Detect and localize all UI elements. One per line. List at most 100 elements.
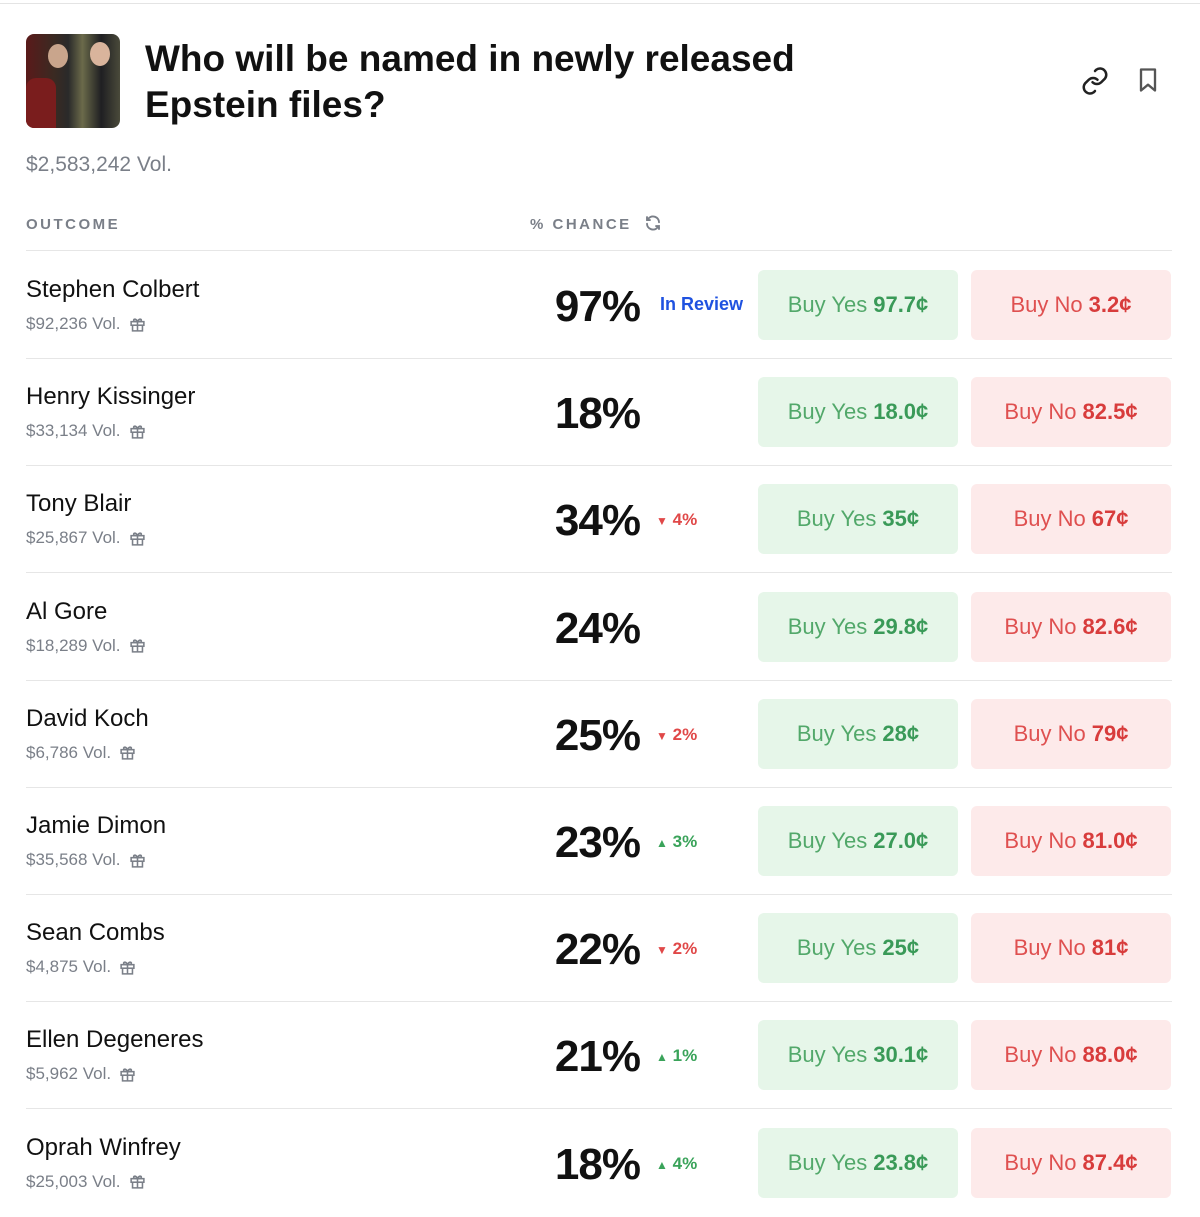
no-price: 81¢	[1091, 935, 1129, 961]
buy-no-button[interactable]: Buy No 81¢	[971, 913, 1171, 984]
gift-icon[interactable]	[129, 637, 146, 654]
yes-price: 28¢	[882, 720, 920, 746]
outcome-chance: 34%	[554, 496, 641, 546]
buy-yes-button[interactable]: Buy Yes 28¢	[758, 698, 958, 769]
buy-yes-button[interactable]: Buy Yes 25¢	[758, 913, 958, 984]
outcome-name: David Koch	[26, 704, 149, 732]
buy-no-button[interactable]: Buy No 88.0¢	[971, 1020, 1171, 1091]
buy-no-label: Buy No	[1010, 292, 1083, 317]
change-value: 2%	[672, 724, 698, 744]
outcome-row: Jamie Dimon $35,568 Vol. 23% ▲ 3% Buy Ye…	[0, 788, 1200, 895]
market-image	[26, 34, 120, 128]
outcome-row: Ellen Degeneres $5,962 Vol. 21% ▲ 1% Buy…	[0, 1002, 1200, 1109]
outcome-chance: 21%	[554, 1032, 641, 1082]
buy-yes-label: Buy Yes	[796, 935, 877, 961]
buy-no-button[interactable]: Buy No 82.5¢	[971, 377, 1171, 448]
gift-icon[interactable]	[129, 423, 146, 440]
outcome-name: Ellen Degeneres	[26, 1026, 204, 1054]
gift-icon[interactable]	[129, 852, 146, 869]
row-divider	[26, 572, 1172, 574]
outcome-row: Sean Combs $4,875 Vol. 22% ▼ 2% Buy Yes 2…	[0, 895, 1200, 1002]
buy-no-button[interactable]: Buy No 67¢	[971, 484, 1171, 555]
outcome-volume-wrap: $25,867 Vol.	[26, 528, 146, 548]
buy-no-button[interactable]: Buy No 82.6¢	[971, 591, 1171, 662]
buy-no-button[interactable]: Buy No 79¢	[971, 698, 1171, 769]
outcome-name: Sean Combs	[26, 919, 165, 947]
buy-yes-label: Buy Yes	[787, 1149, 868, 1175]
buy-no-label: Buy No	[1013, 935, 1086, 961]
gift-icon[interactable]	[119, 1066, 136, 1083]
outcome-row: Oprah Winfrey $25,003 Vol. 18% ▲ 4% Buy …	[0, 1110, 1200, 1217]
buy-yes-button[interactable]: Buy Yes 23.8¢	[758, 1127, 958, 1198]
buy-no-button[interactable]: Buy No 81.0¢	[971, 806, 1171, 876]
outcome-chance: 18%	[554, 1139, 641, 1189]
buy-yes-label: Buy Yes	[787, 613, 868, 639]
outcome-header: OUTCOME	[26, 216, 121, 233]
outcome-volume: $33,134 Vol.	[26, 421, 121, 441]
gift-icon[interactable]	[129, 316, 146, 333]
outcome-name: Oprah Winfrey	[26, 1133, 181, 1161]
change-indicator: ▲ 4%	[656, 1154, 697, 1174]
triangle-up-icon: ▲	[656, 1050, 668, 1065]
outcome-volume: $4,875 Vol.	[26, 957, 112, 977]
gift-icon[interactable]	[119, 744, 136, 761]
refresh-icon[interactable]	[644, 214, 662, 237]
gift-icon[interactable]	[129, 530, 146, 547]
outcome-row: Henry Kissinger $33,134 Vol. 18% Buy Yes…	[0, 359, 1200, 466]
outcome-name: Al Gore	[26, 597, 108, 625]
triangle-down-icon: ▼	[656, 943, 668, 958]
row-divider	[26, 358, 1172, 359]
row-divider	[26, 786, 1172, 788]
buy-yes-button[interactable]: Buy Yes 27.0¢	[758, 806, 958, 876]
buy-yes-label: Buy Yes	[796, 506, 877, 532]
no-price: 82.6¢	[1082, 613, 1138, 639]
outcome-volume: $35,568 Vol.	[26, 850, 121, 869]
row-divider	[26, 1108, 1172, 1110]
buy-yes-label: Buy Yes	[787, 828, 868, 853]
bookmark-icon[interactable]	[1134, 66, 1164, 96]
no-price: 82.5¢	[1082, 399, 1138, 425]
outcome-chance: 18%	[554, 389, 641, 439]
no-price: 81.0¢	[1082, 828, 1138, 853]
outcome-volume-wrap: $35,568 Vol.	[26, 850, 146, 870]
outcome-volume: $18,289 Vol.	[26, 635, 121, 655]
top-divider	[0, 3, 1200, 4]
no-price: 3.2¢	[1088, 292, 1132, 317]
buy-yes-button[interactable]: Buy Yes 35¢	[758, 484, 958, 555]
buy-yes-button[interactable]: Buy Yes 29.8¢	[758, 591, 958, 662]
buy-no-label: Buy No	[1013, 720, 1086, 746]
buy-no-label: Buy No	[1013, 506, 1086, 532]
outcome-row: Stephen Colbert $92,236 Vol. 97% In Revi…	[0, 252, 1200, 359]
row-divider	[26, 894, 1172, 895]
buy-yes-button[interactable]: Buy Yes 18.0¢	[758, 377, 958, 448]
outcome-chance: 22%	[554, 925, 641, 975]
buy-no-button[interactable]: Buy No 87.4¢	[971, 1127, 1171, 1198]
outcome-volume-wrap: $92,236 Vol.	[26, 314, 146, 334]
market-volume: $2,583,242 Vol.	[26, 153, 172, 176]
link-icon[interactable]	[1080, 66, 1110, 96]
outcome-volume: $6,786 Vol.	[26, 742, 112, 762]
triangle-up-icon: ▲	[656, 836, 668, 850]
outcome-row: David Koch $6,786 Vol. 25% ▼ 2% Buy Yes 2…	[0, 681, 1200, 788]
buy-yes-button[interactable]: Buy Yes 97.7¢	[758, 270, 958, 340]
triangle-up-icon: ▲	[656, 1157, 668, 1172]
buy-no-button[interactable]: Buy No 3.2¢	[971, 270, 1171, 340]
market-title: Who will be named in newly released Epst…	[145, 38, 795, 125]
change-value: 2%	[672, 939, 698, 959]
outcome-volume-wrap: $25,003 Vol.	[26, 1172, 146, 1192]
in-review-status: In Review	[660, 294, 744, 314]
buy-yes-label: Buy Yes	[787, 292, 868, 317]
yes-price: 30.1¢	[873, 1042, 929, 1068]
buy-yes-button[interactable]: Buy Yes 30.1¢	[758, 1020, 958, 1091]
buy-no-label: Buy No	[1004, 613, 1077, 639]
row-divider	[26, 679, 1172, 681]
change-indicator: ▼ 2%	[656, 725, 697, 745]
gift-icon[interactable]	[129, 1173, 146, 1190]
outcome-volume-wrap: $18,289 Vol.	[26, 636, 146, 656]
no-price: 79¢	[1091, 720, 1129, 746]
change-indicator: ▼ 2%	[656, 939, 697, 959]
outcome-volume-wrap: $6,786 Vol.	[26, 743, 136, 763]
change-indicator: ▲ 3%	[656, 832, 697, 852]
gift-icon[interactable]	[119, 959, 136, 976]
outcome-volume: $25,003 Vol.	[26, 1171, 121, 1191]
